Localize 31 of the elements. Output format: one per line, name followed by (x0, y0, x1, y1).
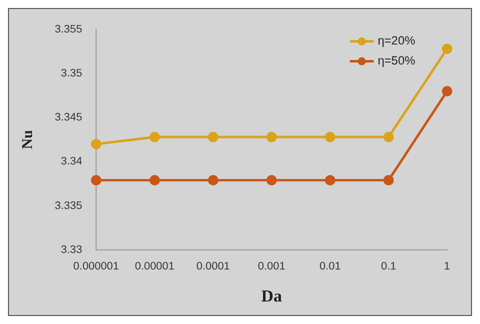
point (90, 138, 102, 150)
y-tick-label: 3.345 (54, 112, 82, 124)
point (324, 132, 336, 142)
x-tick-label: 0.000001 (73, 260, 119, 272)
x-axis-title: Da (261, 286, 283, 306)
y-tick-label: 3.335 (54, 200, 82, 212)
y-tick-label: 3.355 (54, 23, 82, 36)
legend-label: η=50% (378, 54, 416, 68)
y-axis-title: Nu (20, 130, 36, 150)
x-tick-label: 0.01 (319, 260, 341, 272)
x-tick-label: 0.001 (258, 260, 286, 272)
x-tick-label: 0.0001 (196, 260, 230, 272)
y-tick-label: 3.35 (60, 68, 82, 80)
y-tick-label: 3.34 (60, 156, 82, 168)
point (90, 174, 102, 186)
point (383, 132, 394, 142)
legend-label: η=20% (378, 34, 416, 48)
point (208, 174, 218, 186)
point (266, 132, 277, 142)
point (442, 44, 452, 54)
point (149, 174, 160, 186)
point (266, 174, 277, 186)
point (383, 174, 394, 186)
x-tick-label: 1 (444, 260, 450, 272)
y-tick-label: 3.33 (60, 244, 82, 256)
point (208, 132, 218, 142)
x-tick-label: 0.00001 (134, 260, 174, 272)
x-tick-label: 0.1 (380, 260, 396, 272)
point (149, 132, 160, 142)
point (442, 86, 452, 96)
point (324, 174, 336, 186)
